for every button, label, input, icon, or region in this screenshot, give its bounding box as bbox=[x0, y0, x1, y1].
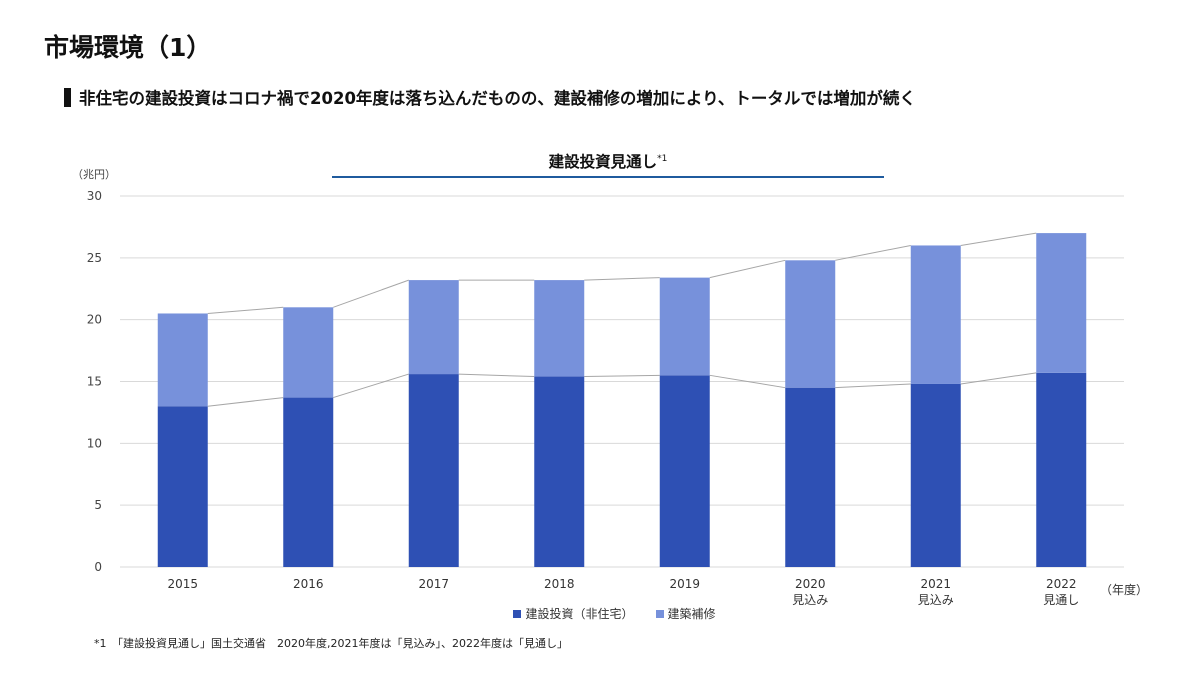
bar-nonresidential bbox=[1036, 372, 1087, 567]
x-axis-ticks: 2015 2016 2017 2018 2019 2020 見込み 2021 見込み 2022 見通… bbox=[167, 577, 1079, 607]
series-connector-line bbox=[709, 374, 786, 389]
bar-nonresidential bbox=[659, 375, 710, 567]
bar-nonresidential bbox=[534, 376, 585, 567]
x-tick-label: 2018 bbox=[544, 577, 575, 591]
bar-repair bbox=[1036, 233, 1087, 373]
bars bbox=[157, 233, 1087, 567]
legend-item-repair: 建築補修 bbox=[655, 605, 716, 622]
chart-title-rule bbox=[332, 176, 884, 178]
chart-title-note: *1 bbox=[657, 153, 668, 164]
subtitle: 非住宅の建設投資はコロナ禍で2020年度は落ち込んだものの、建設補修の増加により… bbox=[64, 85, 916, 109]
series-connector-line bbox=[960, 372, 1037, 385]
bar-repair bbox=[534, 280, 585, 377]
series-connector-line bbox=[835, 244, 911, 261]
footnote: *1 「建設投資見通し」国土交通省 2020年度,2021年度は「見込み」、20… bbox=[94, 637, 568, 650]
x-tick-sublabel: 見通し bbox=[1043, 593, 1079, 607]
legend-swatch-repair bbox=[655, 609, 664, 618]
bar-repair bbox=[408, 280, 459, 375]
bar-nonresidential bbox=[408, 374, 459, 567]
bar-nonresidential bbox=[910, 383, 961, 567]
x-tick-sublabel: 見込み bbox=[918, 593, 954, 607]
chart-title-text: 建設投資見通し bbox=[548, 153, 658, 171]
y-tick-label: 20 bbox=[87, 313, 102, 327]
legend-swatch-nonresidential bbox=[513, 609, 522, 618]
legend-item-nonresidential: 建設投資（非住宅） bbox=[513, 605, 634, 622]
x-tick-label: 2016 bbox=[293, 577, 324, 591]
y-axis-unit-label: （兆円） bbox=[72, 168, 116, 181]
bar-repair bbox=[659, 277, 710, 376]
page-title: 市場環境（1） bbox=[44, 33, 212, 62]
bar-nonresidential bbox=[785, 387, 836, 567]
bar-repair bbox=[910, 245, 961, 384]
y-tick-label: 5 bbox=[94, 498, 102, 512]
series-connector-line bbox=[333, 279, 409, 308]
bar-nonresidential bbox=[157, 406, 208, 567]
x-tick-label: 2015 bbox=[167, 577, 198, 591]
grid-lines bbox=[120, 195, 1124, 568]
y-tick-label: 10 bbox=[87, 436, 102, 450]
y-tick-label: 0 bbox=[94, 560, 102, 574]
bar-repair bbox=[785, 260, 836, 388]
x-tick-label: 2019 bbox=[669, 577, 700, 591]
y-tick-label: 25 bbox=[87, 251, 102, 265]
bar-nonresidential bbox=[283, 397, 334, 567]
x-tick-label: 2020 bbox=[795, 577, 826, 591]
x-tick-label: 2017 bbox=[418, 577, 449, 591]
x-tick-label: 2021 bbox=[920, 577, 951, 591]
subtitle-text: 非住宅の建設投資はコロナ禍で2020年度は落ち込んだものの、建設補修の増加により… bbox=[79, 89, 916, 108]
series-connector-line bbox=[960, 232, 1037, 246]
y-tick-label: 30 bbox=[87, 189, 102, 203]
series-connector-line bbox=[207, 397, 284, 407]
series-connector-line bbox=[835, 383, 911, 389]
bar-repair bbox=[157, 313, 208, 407]
series-connector-lines bbox=[207, 232, 1037, 407]
series-connector-line bbox=[584, 374, 660, 378]
legend-label: 建設投資（非住宅） bbox=[525, 607, 634, 621]
x-tick-label: 2022 bbox=[1046, 577, 1077, 591]
series-connector-line bbox=[458, 373, 535, 378]
bar-repair bbox=[283, 307, 334, 398]
legend-label: 建築補修 bbox=[667, 607, 716, 621]
series-connector-line bbox=[333, 373, 409, 399]
series-connector-line bbox=[207, 306, 284, 314]
legend: 建設投資（非住宅） 建築補修 bbox=[0, 605, 1189, 622]
x-axis-unit-label: （年度） bbox=[1100, 583, 1149, 597]
series-connector-line bbox=[709, 259, 786, 279]
y-tick-label: 15 bbox=[87, 375, 102, 389]
x-tick-sublabel: 見込み bbox=[792, 593, 828, 607]
bullet-bar-icon bbox=[64, 87, 71, 107]
chart-title: 建設投資見通し*1 bbox=[332, 150, 884, 172]
y-axis-ticks: 0 5 10 15 20 25 30 bbox=[87, 189, 102, 574]
series-connector-line bbox=[584, 277, 660, 281]
